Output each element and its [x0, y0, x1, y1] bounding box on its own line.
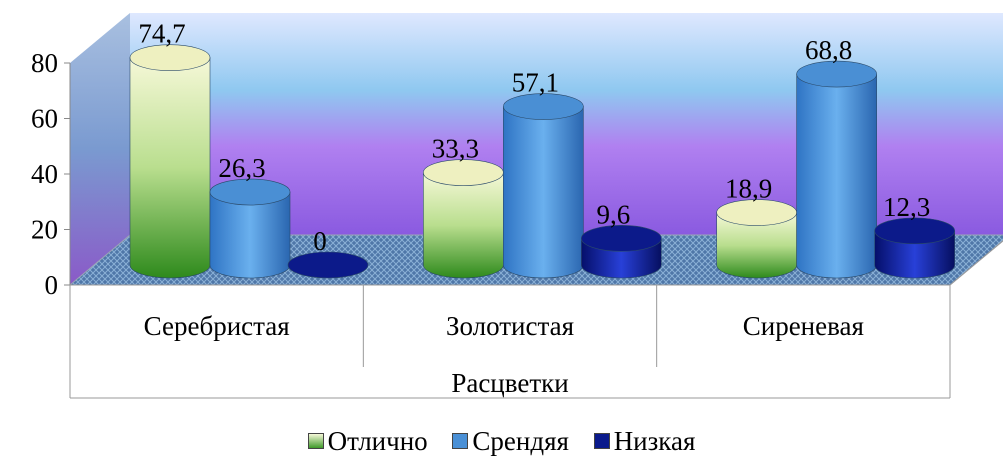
y-tick-label: 40 [31, 159, 58, 189]
bar [581, 225, 662, 279]
legend: Отлично Срендяя Низкая [0, 425, 1003, 457]
category-label: Золотистая [446, 311, 574, 341]
bar-top [209, 178, 291, 206]
chart-canvas: 0 20 40 60 80 74,7 26,3 0 33,3 57,1 9,6 18,9 68,8 12… [31, 13, 1003, 399]
category-label: Сиреневая [743, 311, 864, 341]
bar [796, 60, 877, 279]
category-label: Серебристая [144, 311, 290, 341]
y-tick-label: 80 [31, 48, 58, 78]
floor-edge [949, 240, 1003, 286]
data-label: 33,3 [432, 134, 479, 164]
data-label: 74,7 [138, 19, 185, 49]
legend-label-low: Низкая [613, 425, 696, 456]
category-axis: Серебристая Золотистая Сиреневая Расцветки [69, 240, 1003, 399]
bar [209, 178, 291, 279]
data-label: 26,3 [218, 153, 265, 183]
data-label: 0 [313, 226, 327, 256]
bar [874, 217, 955, 279]
data-label: 18,9 [725, 174, 772, 204]
legend-swatch-excellent [307, 433, 324, 449]
bar-top [581, 225, 662, 252]
x-axis-title: Расцветки [451, 368, 568, 398]
bar-body [796, 73, 877, 279]
bar-top [874, 217, 955, 245]
bars [129, 44, 955, 279]
data-label: 9,6 [596, 199, 630, 229]
bar-top [287, 251, 369, 279]
bar-body [503, 106, 584, 279]
bar-top [796, 60, 877, 88]
legend-label-excellent: Отлично [327, 425, 428, 456]
bar-body [423, 172, 504, 279]
bar-top [503, 93, 584, 120]
data-label: 57,1 [512, 68, 559, 98]
data-labels: 74,7 26,3 0 33,3 57,1 9,6 18,9 68,8 12,3 [138, 19, 930, 256]
y-tick-label: 60 [31, 104, 58, 134]
legend-item-average: Срендяя [452, 426, 569, 457]
legend-item-low: Низкая [593, 425, 696, 457]
bar [287, 251, 369, 279]
bar [129, 44, 211, 279]
bar [716, 199, 797, 279]
value-axis: 0 20 40 60 80 [31, 48, 71, 300]
bar [423, 159, 504, 279]
bar-body [716, 212, 797, 279]
y-tick-label: 0 [45, 270, 59, 300]
legend-item-excellent: Отлично [307, 425, 428, 457]
legend-swatch-average [452, 433, 469, 449]
legend-label-average: Срендяя [472, 425, 569, 456]
bar [503, 93, 584, 279]
data-label: 68,8 [805, 35, 852, 65]
y-tick-label: 20 [31, 215, 58, 245]
bar-top [129, 44, 211, 72]
bar-body [874, 230, 955, 279]
legend-swatch-low [593, 433, 610, 449]
side-wall [70, 13, 130, 285]
data-label: 12,3 [883, 192, 930, 222]
bar-body [129, 57, 211, 279]
